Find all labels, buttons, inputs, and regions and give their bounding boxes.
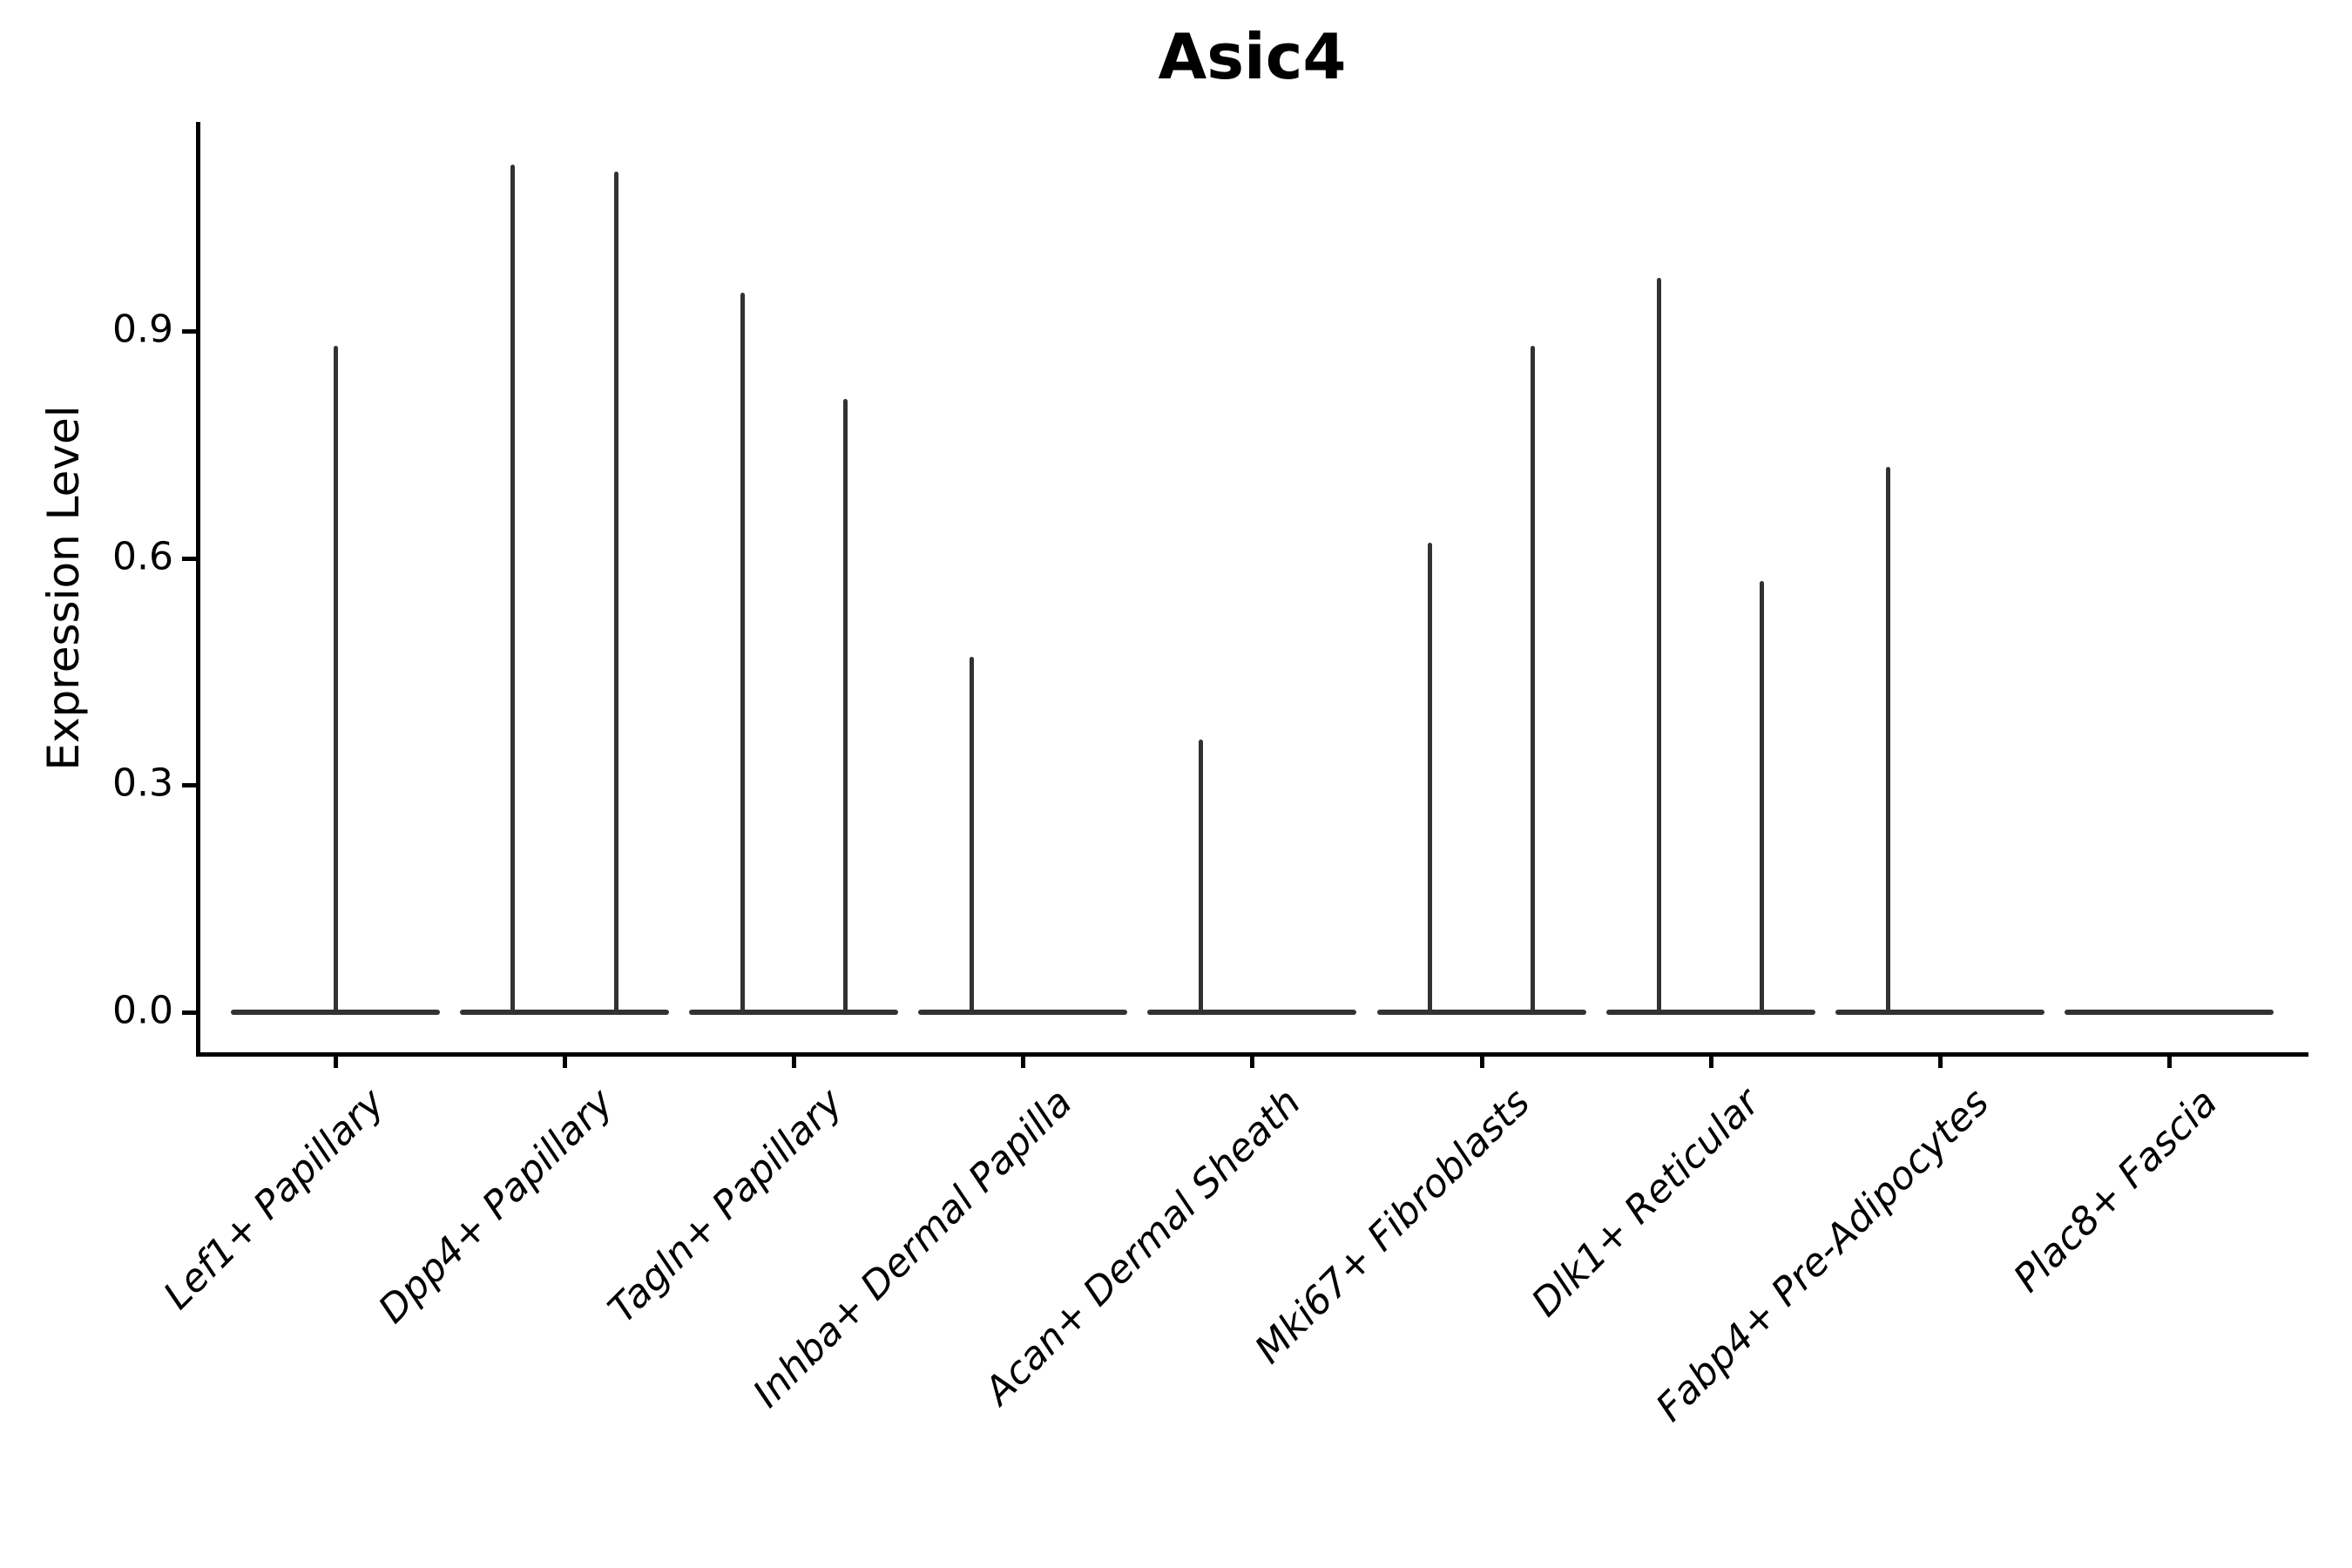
violin-spike [1760, 580, 1765, 1015]
violin-base [2064, 1010, 2274, 1015]
y-axis-spine [196, 122, 200, 1057]
violin-spike [740, 293, 745, 1015]
violin-spike [333, 346, 338, 1015]
violin-spike [1198, 740, 1203, 1015]
violin-spike [969, 656, 974, 1015]
violin-spike [1656, 278, 1661, 1015]
y-tick [182, 1010, 196, 1015]
violin-base [460, 1010, 670, 1015]
violin-base [1605, 1010, 1815, 1015]
y-tick [182, 556, 196, 561]
y-tick [182, 783, 196, 788]
x-tick-label: Dpp4+ Papillary [370, 1080, 623, 1333]
violin-base [689, 1010, 899, 1015]
violin-base [1376, 1010, 1586, 1015]
violin-base [1147, 1010, 1357, 1015]
violin-base [918, 1010, 1128, 1015]
x-tick-label: Dlk1+ Reticular [1523, 1080, 1768, 1326]
violin-spike [1886, 467, 1890, 1015]
plot-title: Asic4 [1158, 20, 1347, 93]
y-tick-label: 0.0 [112, 988, 173, 1033]
violin-spike [842, 399, 848, 1015]
x-tick [2166, 1054, 2172, 1068]
x-tick [1021, 1054, 1026, 1068]
y-tick [182, 328, 196, 334]
x-tick-label: Tagln+ Papillary [599, 1080, 852, 1332]
y-tick-label: 0.3 [112, 760, 173, 806]
violin-spike [613, 172, 618, 1015]
x-tick-label: Lef1+ Papillary [155, 1080, 394, 1319]
violin-spike [1427, 543, 1432, 1015]
x-tick [1250, 1054, 1255, 1068]
y-tick-label: 0.9 [112, 307, 173, 352]
violin-base [1835, 1010, 2044, 1015]
x-tick [334, 1054, 338, 1068]
x-tick [563, 1054, 568, 1068]
x-tick-label: Plac8+ Fascia [2005, 1080, 2227, 1301]
violin-spike [1531, 346, 1536, 1015]
x-tick [1479, 1054, 1484, 1068]
x-tick [1937, 1054, 1943, 1068]
x-tick [1708, 1054, 1713, 1068]
violin-spike [510, 164, 516, 1015]
x-tick [792, 1054, 797, 1068]
y-tick-label: 0.6 [112, 534, 173, 579]
